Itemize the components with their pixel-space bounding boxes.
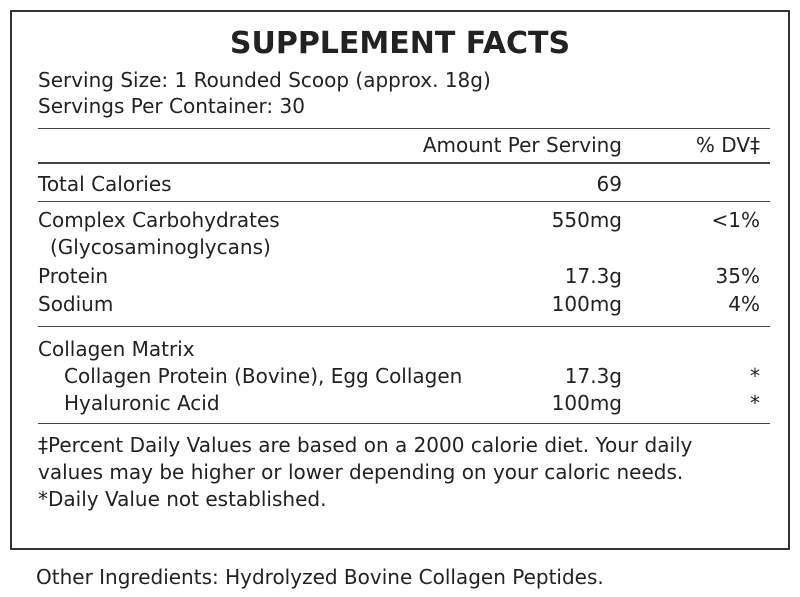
- row-dv: *: [750, 391, 760, 415]
- row-dv: *: [750, 364, 760, 388]
- divider: [38, 128, 770, 129]
- row-dv: 35%: [715, 264, 760, 288]
- other-ingredients: Other Ingredients: Hydrolyzed Bovine Col…: [36, 565, 604, 589]
- row-amount: 100mg: [551, 391, 622, 415]
- row-name: Collagen Protein (Bovine), Egg Collagen: [64, 364, 463, 388]
- row-amount: 100mg: [551, 292, 622, 316]
- dv-header: % DV‡: [695, 133, 760, 157]
- row-amount: 69: [596, 172, 622, 196]
- row-name: Total Calories: [38, 172, 172, 196]
- amount-header: Amount Per Serving: [422, 133, 622, 157]
- servings-per-container: Servings Per Container: 30: [38, 94, 305, 118]
- facts-panel: SUPPLEMENT FACTS Serving Size: 1 Rounded…: [10, 10, 790, 550]
- footnote: ‡Percent Daily Values are based on a 200…: [38, 433, 693, 484]
- row-amount: 17.3g: [564, 364, 622, 388]
- row-dv: <1%: [711, 208, 761, 232]
- row-amount: 17.3g: [564, 264, 622, 288]
- divider: [38, 162, 770, 164]
- row-name: Protein: [38, 264, 109, 288]
- row-name: Complex Carbohydrates: [38, 208, 280, 232]
- footnote: *Daily Value not established.: [38, 487, 327, 511]
- footnotes: ‡Percent Daily Values are based on a 200…: [38, 432, 763, 513]
- row-note: (Glycosaminoglycans): [50, 235, 271, 259]
- divider: [38, 201, 770, 202]
- row-name: Hyaluronic Acid: [64, 391, 220, 415]
- title: SUPPLEMENT FACTS: [229, 26, 571, 61]
- group-name: Collagen Matrix: [38, 337, 195, 361]
- serving-size: Serving Size: 1 Rounded Scoop (approx. 1…: [38, 68, 491, 92]
- row-name: Sodium: [38, 292, 114, 316]
- divider: [38, 326, 770, 327]
- divider: [38, 423, 770, 424]
- row-amount: 550mg: [551, 208, 622, 232]
- row-dv: 4%: [728, 292, 760, 316]
